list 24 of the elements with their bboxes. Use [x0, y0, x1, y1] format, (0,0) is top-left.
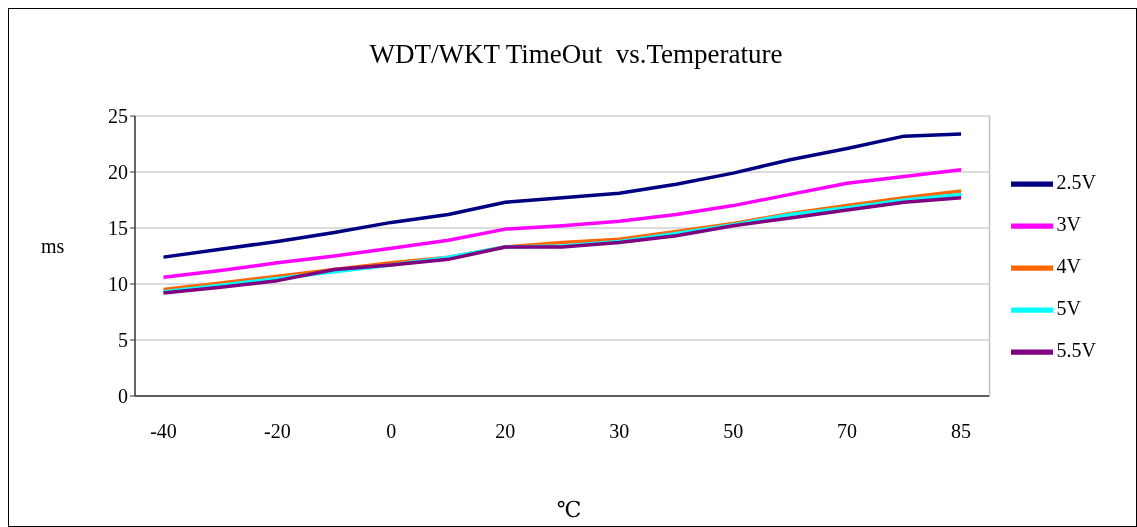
x-tick-label: -20: [264, 420, 291, 443]
x-axis-title: ℃: [555, 497, 583, 523]
y-tick-label: 10: [108, 273, 128, 296]
line-series: [161, 132, 963, 259]
legend-label: 4V: [1056, 254, 1081, 277]
y-tick-label: 15: [108, 217, 128, 240]
legend-label: 5.5V: [1056, 338, 1096, 361]
x-tick-label: 20: [495, 420, 516, 443]
y-tick-label: 5: [118, 329, 128, 352]
legend-label: 5V: [1056, 296, 1081, 319]
x-tick-label: 30: [609, 420, 630, 443]
legend-label: 2.5V: [1056, 170, 1096, 193]
y-tick-label: 0: [118, 385, 128, 408]
legend-label: 3V: [1056, 212, 1081, 235]
x-tick-label: 50: [723, 420, 744, 443]
line-series: [161, 168, 963, 280]
y-tick-label: 20: [108, 161, 128, 184]
x-tick-label: 85: [951, 420, 972, 443]
chart-title: WDT/WKT TimeOut vs.Temperature: [368, 39, 784, 70]
x-tick-label: 70: [837, 420, 858, 443]
y-axis-title: ms: [41, 235, 65, 258]
y-tick-label: 25: [108, 105, 128, 128]
x-tick-label: -40: [150, 420, 177, 443]
x-tick-label: 0: [386, 420, 397, 443]
